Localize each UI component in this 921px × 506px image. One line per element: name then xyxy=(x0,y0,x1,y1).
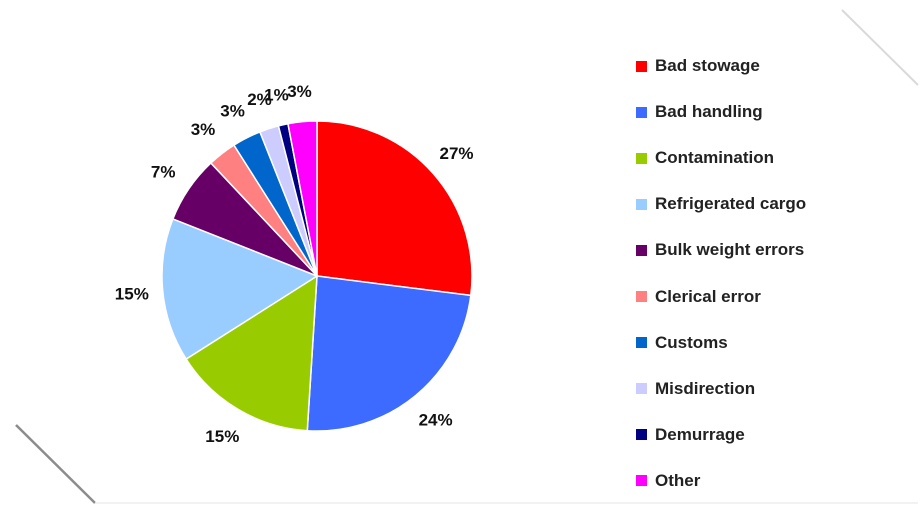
legend-label: Customs xyxy=(655,332,728,352)
legend-swatch xyxy=(636,198,647,210)
legend-item-other: Other xyxy=(636,458,806,504)
pie-label-customs: 3% xyxy=(220,101,245,120)
pie-slice-contamination xyxy=(185,274,318,432)
pie-label-bulk-weight-errors: 7% xyxy=(151,163,176,182)
pie-label-bad-handling: 24% xyxy=(419,410,453,429)
pie-label-refrigerated-cargo: 15% xyxy=(115,285,149,304)
legend-label: Bad handling xyxy=(655,102,763,122)
legend-item-clerical-error: Clerical error xyxy=(636,273,806,319)
legend-item-misdirection: Misdirection xyxy=(636,366,806,412)
legend-swatch xyxy=(636,244,647,256)
legend-item-demurrage: Demurrage xyxy=(636,412,806,458)
legend-item-bulk-weight-errors: Bulk weight errors xyxy=(636,227,806,273)
chart-legend: Bad stowage Bad handling Contamination Refr… xyxy=(636,43,806,504)
pie-label-misdirection: 2% xyxy=(247,90,272,109)
pie-label-demurrage: 1% xyxy=(264,86,289,105)
legend-label: Contamination xyxy=(655,148,774,168)
legend-item-bad-handling: Bad handling xyxy=(636,89,806,135)
pie-label-contamination: 15% xyxy=(205,427,239,446)
pie-slices xyxy=(161,120,473,432)
legend-label: Bad stowage xyxy=(655,56,760,76)
pie-percentage-labels: 27%24%15%15%7%3%3%2%1%3% xyxy=(115,82,474,446)
pie-slice-bad-handling xyxy=(306,275,472,432)
legend-item-bad-stowage: Bad stowage xyxy=(636,43,806,89)
pie-label-other: 3% xyxy=(287,82,312,101)
legend-swatch xyxy=(636,337,647,349)
legend-label: Bulk weight errors xyxy=(655,240,805,260)
legend-label: Refrigerated cargo xyxy=(655,194,807,214)
legend-label: Clerical error xyxy=(655,286,761,306)
legend-swatch xyxy=(636,106,647,118)
pie-label-bad-stowage: 27% xyxy=(439,144,473,163)
slide-frame-corner-top-right xyxy=(841,9,919,86)
pie-slice-bad-stowage xyxy=(316,120,473,297)
legend-label: Other xyxy=(655,470,701,490)
legend-swatch xyxy=(636,383,647,395)
legend-swatch xyxy=(636,475,647,487)
legend-label: Demurrage xyxy=(655,424,745,444)
legend-item-customs: Customs xyxy=(636,320,806,366)
legend-label: Misdirection xyxy=(655,378,756,398)
legend-item-refrigerated-cargo: Refrigerated cargo xyxy=(636,181,806,227)
pie-slice-refrigerated-cargo xyxy=(161,217,319,361)
legend-swatch xyxy=(636,60,647,72)
legend-swatch xyxy=(636,152,647,164)
legend-swatch xyxy=(636,429,647,441)
slide-frame-corner-bottom-left xyxy=(15,424,96,504)
legend-swatch xyxy=(636,291,647,303)
pie-slice-other xyxy=(287,120,318,277)
pie-label-clerical-error: 3% xyxy=(191,120,216,139)
legend-item-contamination: Contamination xyxy=(636,135,806,181)
